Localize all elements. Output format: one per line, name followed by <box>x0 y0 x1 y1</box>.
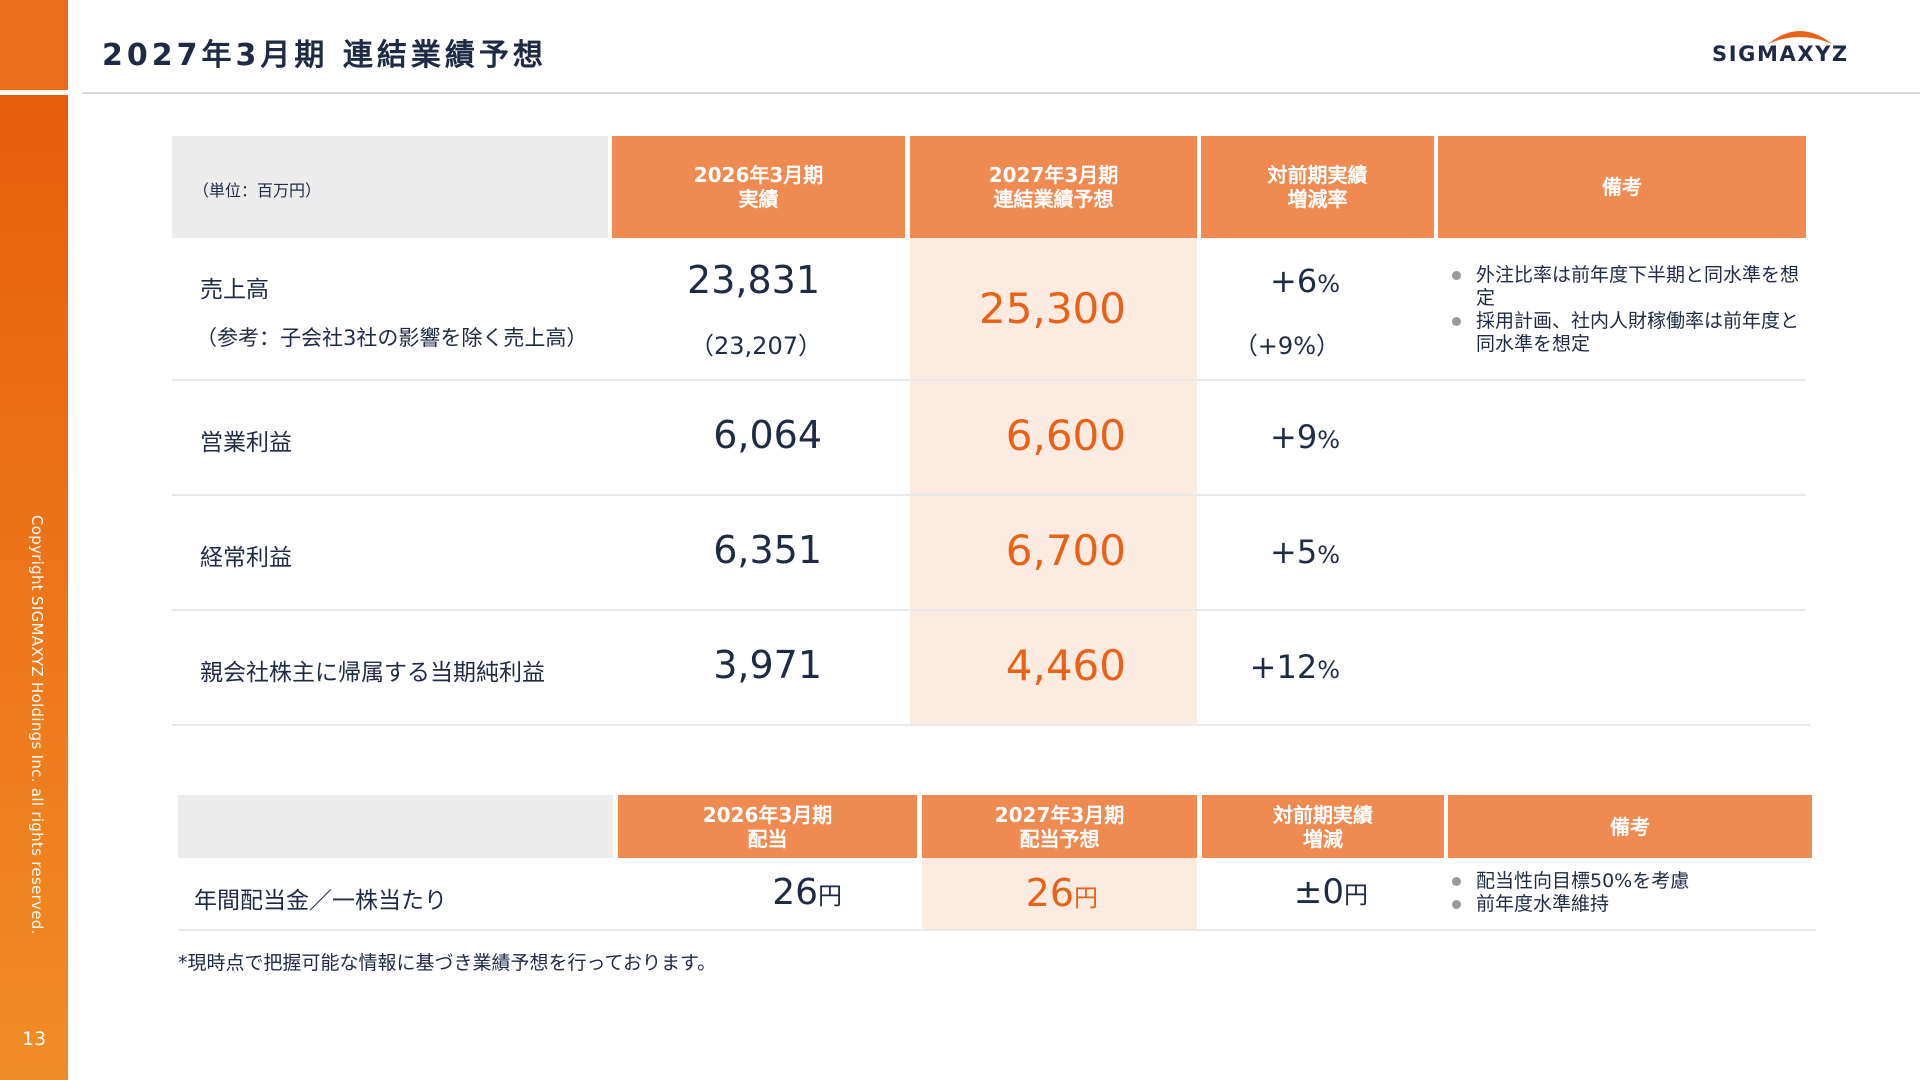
unit-label: （単位：百万円） <box>193 181 322 200</box>
header-fy2027-forecast: 2027年3月期 連結業績予想 <box>910 136 1197 238</box>
side-accent-top <box>0 0 68 90</box>
ordinary-profit-actual: 6,351 <box>713 528 822 572</box>
net-income-actual: 3,971 <box>713 643 822 687</box>
dividend-forecast-highlight <box>922 858 1197 930</box>
ordinary-profit-change: +5% <box>1270 533 1340 571</box>
list-item: 前年度水準維持 <box>1448 893 1808 916</box>
bullet-icon <box>1452 900 1461 909</box>
page-number: 13 <box>21 1028 47 1050</box>
side-accent-bar <box>0 95 68 1080</box>
dividend-notes: 配当性向目標50%を考慮 前年度水準維持 <box>1448 870 1808 916</box>
dividend-forecast: 26円 <box>1025 871 1098 915</box>
forecast-column-highlight <box>910 238 1197 724</box>
operating-profit-actual: 6,064 <box>713 413 822 457</box>
company-logo: SIGMAXYZ <box>1712 24 1888 72</box>
dividend-header-change: 対前期実績 増減 <box>1202 795 1444 858</box>
row-divider <box>172 494 1806 496</box>
row-divider <box>172 724 1810 726</box>
revenue-change: +6% <box>1270 262 1340 300</box>
list-item: 配当性向目標50%を考慮 <box>1448 870 1808 893</box>
operating-profit-forecast: 6,600 <box>1005 411 1126 460</box>
list-item: 外注比率は前年度下半期と同水準を想定 <box>1448 264 1800 310</box>
revenue-actual: 23,831 <box>687 258 820 302</box>
row-divider <box>172 379 1806 381</box>
title-divider <box>82 92 1920 94</box>
dividend-header-fy2027: 2027年3月期 配当予想 <box>922 795 1197 858</box>
header-remarks: 備考 <box>1438 136 1806 238</box>
revenue-notes: 外注比率は前年度下半期と同水準を想定 採用計画、社内人財稼働率は前年度と同水準を… <box>1448 264 1800 356</box>
bullet-icon <box>1452 271 1461 280</box>
dividend-header-fy2026: 2026年3月期 配当 <box>618 795 917 858</box>
operating-profit-change: +9% <box>1270 418 1340 456</box>
row-label-operating-profit: 営業利益 <box>200 430 292 456</box>
ordinary-profit-forecast: 6,700 <box>1005 526 1126 575</box>
copyright: Copyright SIGMAXYZ Holdings Inc. all rig… <box>28 515 46 935</box>
footnote: *現時点で把握可能な情報に基づき業績予想を行っております。 <box>178 952 717 974</box>
header-yoy-change: 対前期実績 増減率 <box>1201 136 1434 238</box>
dividend-actual: 26円 <box>772 872 842 913</box>
net-income-change: +12% <box>1249 648 1340 686</box>
page-title: 2027年3月期 連結業績予想 <box>102 38 547 73</box>
dividend-change: ±0円 <box>1293 872 1368 912</box>
row-sublabel-revenue: （参考：子会社3社の影響を除く売上高） <box>196 326 588 350</box>
revenue-actual-sub: （23,207） <box>690 332 822 360</box>
row-divider <box>178 929 1816 931</box>
row-label-ordinary-profit: 経常利益 <box>200 545 292 571</box>
row-label-net-income: 親会社株主に帰属する当期純利益 <box>200 660 545 686</box>
net-income-forecast: 4,460 <box>1005 641 1126 690</box>
revenue-forecast: 25,300 <box>979 284 1126 333</box>
row-label-revenue: 売上高 <box>200 277 269 303</box>
dividend-header-remarks: 備考 <box>1448 795 1812 858</box>
table-header-blank <box>172 136 608 238</box>
logo-arc-icon <box>1768 31 1832 44</box>
dividend-header-blank <box>178 795 613 858</box>
bullet-icon <box>1452 317 1461 326</box>
bullet-icon <box>1452 877 1461 886</box>
header-fy2026-actual: 2026年3月期 実績 <box>612 136 905 238</box>
row-label-dividend: 年間配当金／一株当たり <box>194 888 447 914</box>
list-item: 採用計画、社内人財稼働率は前年度と同水準を想定 <box>1448 310 1800 356</box>
row-divider <box>172 609 1806 611</box>
revenue-change-sub: （+9%） <box>1233 332 1340 360</box>
logo-text: SIGMAXYZ <box>1712 42 1849 66</box>
